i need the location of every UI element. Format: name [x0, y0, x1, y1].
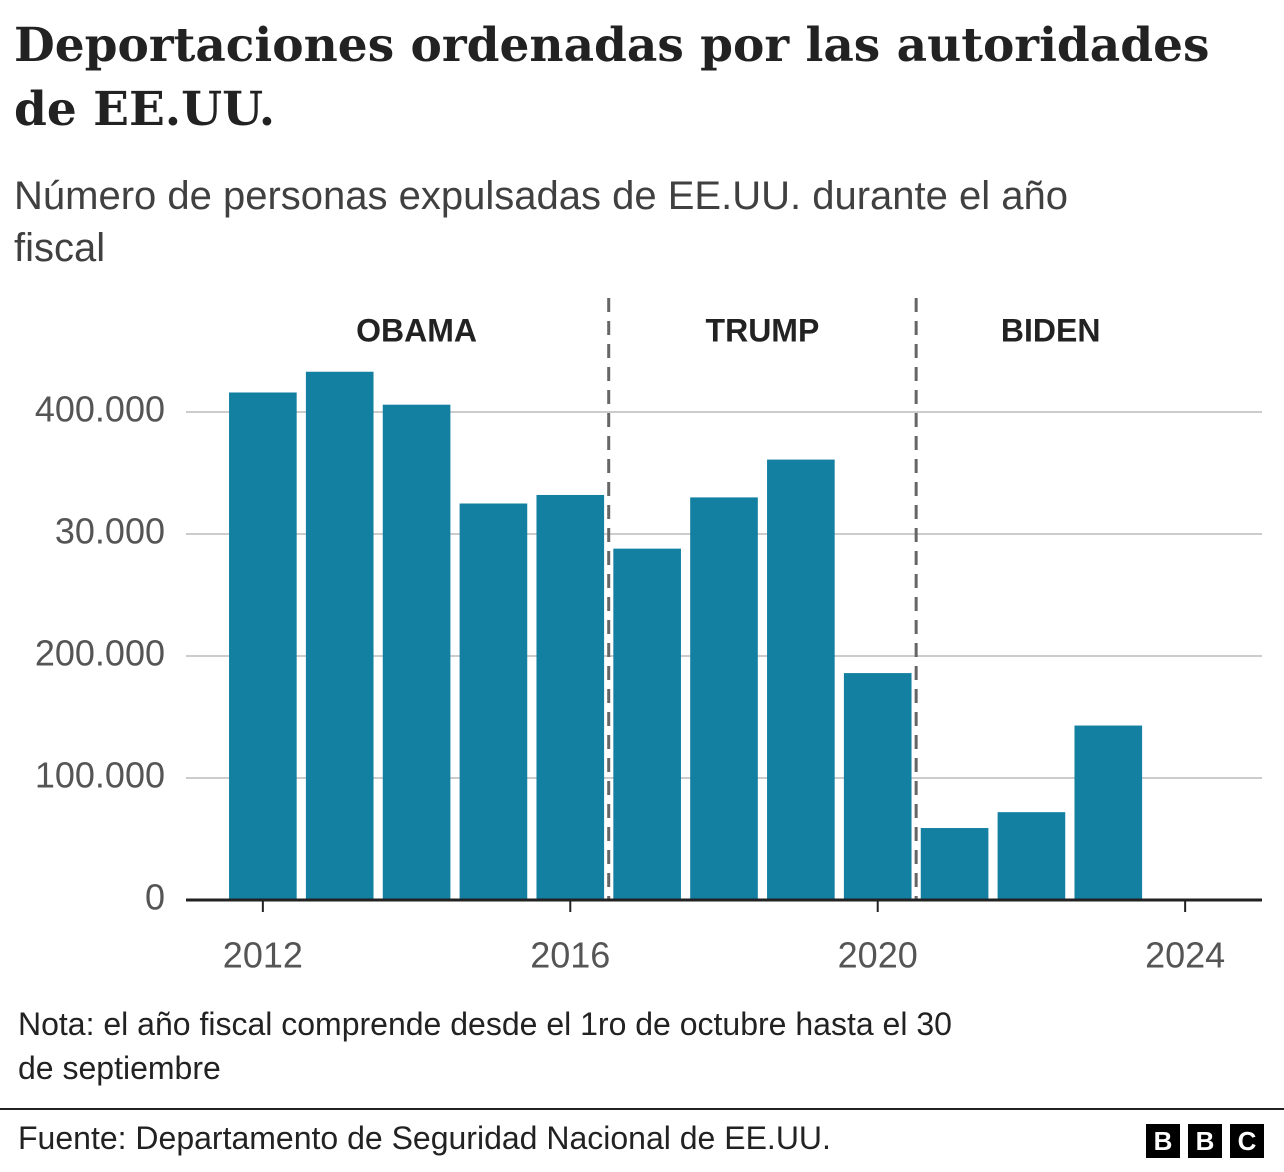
bar [613, 548, 681, 900]
y-tick-label: 30.000 [55, 511, 165, 552]
y-tick-label: 400.000 [35, 389, 165, 430]
chart-title: Deportaciones ordenadas por las autorida… [14, 18, 1210, 137]
y-tick-label: 0 [145, 877, 165, 918]
x-tick-label: 2020 [838, 935, 918, 976]
bar [536, 494, 605, 900]
bar [305, 371, 374, 900]
chart-subtitle: Número de personas expulsadas de EE.UU. … [14, 174, 1068, 270]
logo-letter: B [1188, 1124, 1222, 1158]
bar [229, 392, 297, 900]
period-label: TRUMP [706, 312, 820, 348]
bar [1074, 725, 1143, 900]
x-tick-label: 2016 [530, 935, 610, 976]
bar [767, 459, 835, 900]
y-tick-label: 200.000 [35, 633, 165, 674]
x-tick-label: 2012 [223, 935, 303, 976]
period-label: OBAMA [356, 312, 477, 348]
bar [382, 404, 451, 900]
bar [843, 673, 912, 900]
y-tick-label: 100.000 [35, 755, 165, 796]
period-label: BIDEN [1001, 312, 1101, 348]
source: Fuente: Departamento de Seguridad Nacion… [18, 1120, 831, 1156]
separator [0, 1108, 1284, 1110]
x-tick-label: 2024 [1145, 935, 1225, 976]
note: Nota: el año fiscal comprende desde el 1… [18, 1006, 952, 1086]
bar [459, 503, 528, 900]
bar [690, 497, 758, 900]
chart: 0 100.000 200.000 30.000 400.000 OBAMA TRUMP BI… [35, 298, 1262, 976]
logo-letter: C [1230, 1124, 1264, 1158]
bar [997, 812, 1066, 900]
bar [920, 828, 989, 900]
logo-letter: B [1146, 1124, 1180, 1158]
